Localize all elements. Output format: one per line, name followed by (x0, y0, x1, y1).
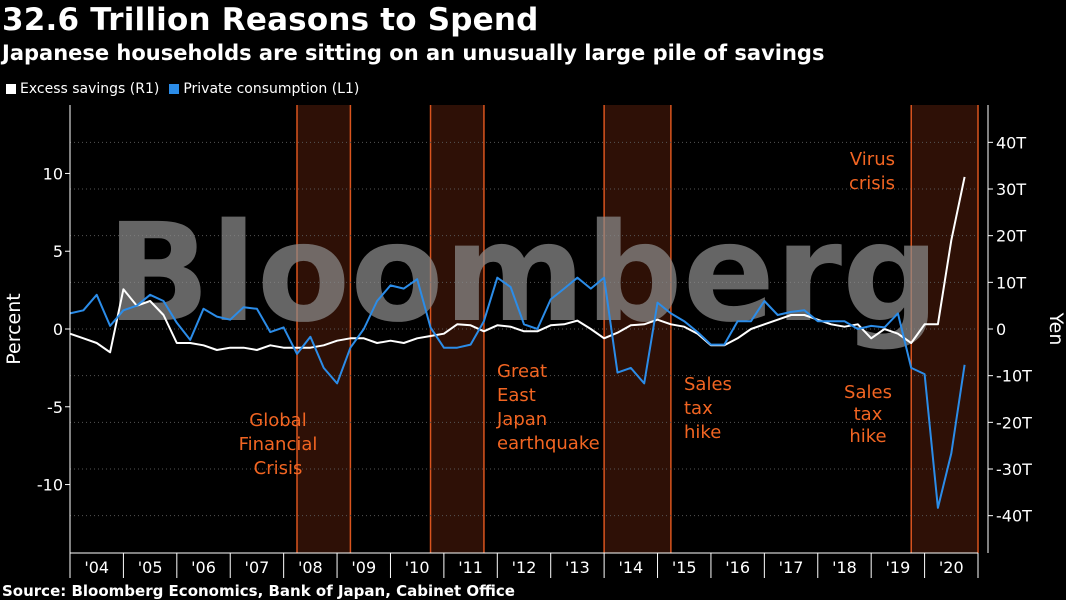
left-tick-label-1: 5 (53, 242, 63, 261)
annotation-tax2019: Sales tax hike (844, 382, 892, 447)
annotation-tax2014-line-1: tax (684, 398, 713, 419)
legend-label-excess-savings: Excess savings (R1) (20, 81, 160, 97)
chart-subtitle: Japanese households are sitting on an un… (2, 41, 825, 65)
left-axis-title: Percent (3, 293, 25, 365)
x-tick-label-2: '06 (191, 558, 216, 577)
annotation-virus-line-1: crisis (849, 173, 895, 194)
annotation-quake-line-3: earthquake (497, 433, 600, 454)
x-tick-label-8: '12 (512, 558, 537, 577)
annotation-quake: Great East Japan earthquake (496, 361, 600, 454)
left-tick-label-3: -5 (47, 398, 63, 417)
annotation-tax2014-line-2: hike (684, 422, 721, 443)
annotation-gfc-line-1: Financial (239, 434, 318, 455)
legend-item-private-consumption: Private consumption (L1) (169, 81, 359, 97)
annotation-gfc: Global Financial Crisis (239, 410, 318, 479)
source-note: Source: Bloomberg Economics, Bank of Jap… (2, 582, 515, 600)
legend-item-excess-savings: Excess savings (R1) (6, 81, 159, 97)
x-tick-label-9: '13 (565, 558, 590, 577)
annotation-gfc-line-2: Crisis (254, 458, 303, 479)
right-tick-label-7: -30T (996, 460, 1032, 479)
x-tick-label-16: '20 (939, 558, 964, 577)
legend: Excess savings (R1) Private consumption … (6, 81, 369, 97)
right-tick-label-2: 20T (996, 227, 1026, 246)
right-tick-label-5: -10T (996, 367, 1032, 386)
annotation-tax2014-line-0: Sales (684, 374, 732, 395)
series-line-private-consumption-l (69, 276, 966, 509)
annotation-gfc-line-0: Global (249, 410, 306, 431)
bloomberg-watermark: Bloomberg (107, 195, 940, 353)
left-tick-label-0: 10 (43, 164, 63, 183)
x-tick-label-14: '18 (832, 558, 857, 577)
x-tick-label-11: '15 (672, 558, 697, 577)
legend-swatch-excess-savings (6, 84, 16, 94)
shaded-period-2 (604, 105, 671, 553)
x-tick-label-4: '08 (298, 558, 323, 577)
right-axis-title: Yen (1045, 312, 1066, 346)
annotation-quake-line-1: East (497, 385, 536, 406)
right-tick-label-0: 40T (996, 133, 1026, 152)
x-tick-label-6: '10 (405, 558, 430, 577)
annotation-tax2019-line-0: Sales (844, 382, 892, 403)
annotation-tax2019-line-1: tax (854, 404, 883, 425)
right-tick-label-1: 30T (996, 180, 1026, 199)
left-tick-label-2: 0 (53, 320, 63, 339)
annotation-quake-line-2: Japan (496, 409, 547, 430)
x-tick-label-1: '05 (138, 558, 163, 577)
legend-swatch-private-consumption (169, 84, 180, 94)
x-tick-label-0: '04 (84, 558, 109, 577)
x-tick-label-15: '19 (885, 558, 910, 577)
annotation-tax2014: Sales tax hike (684, 374, 732, 443)
annotation-virus-line-0: Virus (850, 149, 895, 170)
right-tick-label-3: 10T (996, 273, 1026, 292)
left-tick-label-4: -10 (37, 476, 63, 495)
x-tick-label-5: '09 (351, 558, 376, 577)
right-tick-label-4: 0 (996, 320, 1006, 339)
x-tick-label-12: '16 (725, 558, 750, 577)
right-tick-label-8: -40T (996, 507, 1032, 526)
right-tick-label-6: -20T (996, 413, 1032, 432)
x-tick-label-3: '07 (245, 558, 270, 577)
x-tick-label-13: '17 (779, 558, 804, 577)
annotation-virus: Virus crisis (849, 149, 895, 194)
x-tick-label-7: '11 (458, 558, 483, 577)
x-tick-label-10: '14 (618, 558, 643, 577)
chart-title: 32.6 Trillion Reasons to Spend (2, 2, 539, 38)
legend-label-private-consumption: Private consumption (L1) (183, 81, 360, 97)
annotation-tax2019-line-2: hike (849, 426, 886, 447)
shaded-period-1 (430, 105, 484, 553)
annotation-quake-line-0: Great (497, 361, 547, 382)
shaded-period-0 (297, 105, 351, 553)
